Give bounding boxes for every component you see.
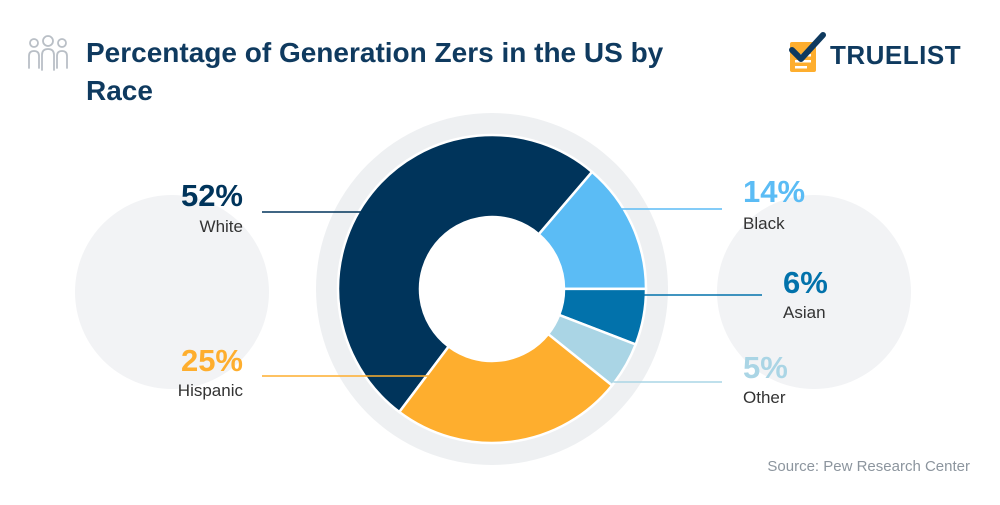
category-label-asian: Asian <box>783 303 826 322</box>
donut-hole <box>420 217 564 361</box>
percent-label-black: 14% <box>743 174 805 209</box>
right-bubble <box>717 195 911 389</box>
left-bubble <box>75 195 269 389</box>
checklist-icon <box>789 32 826 72</box>
chart-title: Percentage of Generation Zers in the US … <box>86 37 664 106</box>
percent-label-asian: 6% <box>783 265 828 300</box>
category-label-black: Black <box>743 214 785 233</box>
leader-line-asian <box>620 294 762 314</box>
truelist-logo: TRUELIST <box>786 32 976 82</box>
brand-name: TRUELIST <box>830 40 962 70</box>
percent-label-white: 52% <box>181 178 243 213</box>
people-group-icon <box>28 35 68 71</box>
category-label-hispanic: Hispanic <box>178 381 244 400</box>
category-label-other: Other <box>743 388 786 407</box>
percent-label-hispanic: 25% <box>181 343 243 378</box>
category-label-white: White <box>200 217 243 236</box>
percent-label-other: 5% <box>743 350 788 385</box>
source-note: Source: Pew Research Center <box>767 458 970 475</box>
